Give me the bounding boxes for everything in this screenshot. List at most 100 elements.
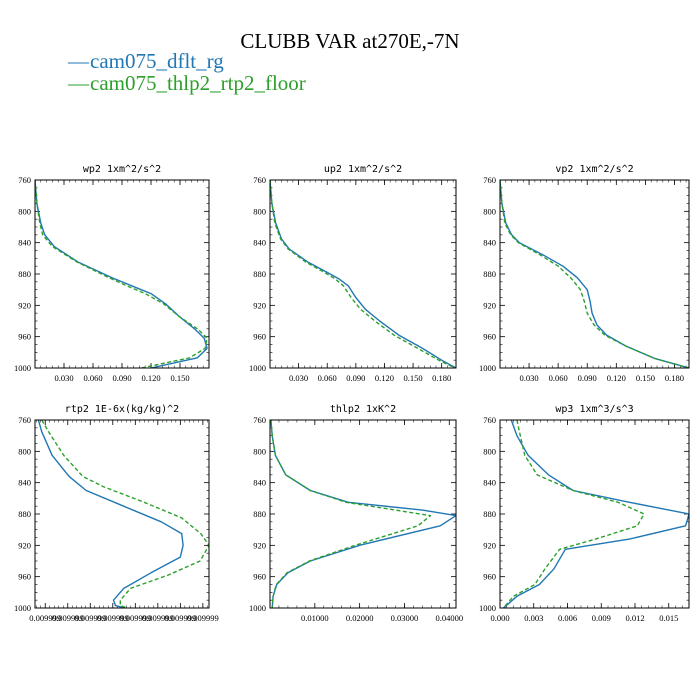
x-tick-label: 0.030 xyxy=(54,373,73,383)
series-line-dflt xyxy=(270,180,456,368)
y-tick-label: 1000 xyxy=(479,363,496,373)
x-tick-label: 0.03000 xyxy=(391,613,419,623)
y-tick-label: 840 xyxy=(483,478,496,488)
y-tick-label: 800 xyxy=(483,206,496,216)
y-tick-label: 920 xyxy=(18,540,31,550)
x-tick-label: 0.009999 xyxy=(142,613,174,623)
panel-title: wp3 1xm^3/s^3 xyxy=(555,404,633,415)
x-tick-label: 0.012 xyxy=(625,613,644,623)
series-line-dflt xyxy=(502,420,689,608)
x-tick-label: 0.009999 xyxy=(29,613,61,623)
y-tick-label: 1000 xyxy=(14,363,31,373)
series-line-floor xyxy=(500,180,689,368)
x-tick-label: 0.090 xyxy=(346,373,365,383)
x-tick-label: 0.009999 xyxy=(74,613,106,623)
y-tick-label: 960 xyxy=(18,332,31,342)
x-tick-label: 0.01000 xyxy=(301,613,329,623)
y-tick-label: 960 xyxy=(253,572,266,582)
chart-panel-4: rtp2 1E-6x(kg/kg)^2 760 800 840 880 920 960 100… xyxy=(14,404,219,623)
x-tick-label: 0.150 xyxy=(170,373,189,383)
series-line-floor xyxy=(270,420,432,608)
y-tick-label: 880 xyxy=(483,269,496,279)
y-tick-label: 1000 xyxy=(14,603,31,613)
chart-panel-6: wp3 1xm^3/s^3 760 800 840 880 920 960 10000.000… xyxy=(479,404,690,623)
y-tick-label: 840 xyxy=(253,238,266,248)
y-tick-label: 920 xyxy=(483,300,496,310)
y-tick-label: 760 xyxy=(483,415,496,425)
y-tick-label: 880 xyxy=(253,509,266,519)
y-tick-label: 960 xyxy=(18,572,31,582)
y-tick-label: 1000 xyxy=(249,603,266,613)
y-tick-label: 800 xyxy=(253,206,266,216)
x-tick-label: 0.090 xyxy=(112,373,131,383)
x-tick-label: 0.003 xyxy=(524,613,543,623)
plot-frame xyxy=(269,179,457,369)
x-tick-label: 0.120 xyxy=(607,373,626,383)
x-tick-label: 0.060 xyxy=(318,373,337,383)
plot-frame xyxy=(34,179,210,369)
x-tick-label: 0.180 xyxy=(665,373,684,383)
x-tick-label: 0.04000 xyxy=(435,613,463,623)
x-tick-label: 0.120 xyxy=(141,373,160,383)
y-tick-label: 920 xyxy=(253,300,266,310)
y-tick-label: 800 xyxy=(18,206,31,216)
x-tick-label: 0.030 xyxy=(289,373,308,383)
plot-frame xyxy=(269,419,457,609)
series-line-dflt xyxy=(37,420,184,608)
y-tick-label: 800 xyxy=(18,446,31,456)
y-tick-label: 760 xyxy=(483,175,496,185)
chart-panel-2: up2 1xm^2/s^2 760 800 840 880 920 960 1000 0.030… xyxy=(249,164,457,383)
y-tick-label: 800 xyxy=(483,446,496,456)
plot-frame xyxy=(499,419,690,609)
series-line-dflt xyxy=(270,420,456,608)
y-tick-label: 880 xyxy=(483,509,496,519)
x-tick-label: 0.009 xyxy=(592,613,611,623)
plot-frame xyxy=(34,419,210,609)
chart-panel-5: thlp2 1xK^2 760 800 840 880 920 960 1000 0.01000… xyxy=(249,404,463,623)
legend-marker-floor: — xyxy=(67,71,90,95)
x-tick-label: 0.006 xyxy=(558,613,577,623)
legend-label-dflt: cam075_dflt_rg xyxy=(90,49,224,73)
y-tick-label: 1000 xyxy=(479,603,496,613)
x-tick-label: 0.000 xyxy=(490,613,509,623)
panel-title: up2 1xm^2/s^2 xyxy=(324,164,402,175)
chart-panel-3: vp2 1xm^2/s^2 760 800 840 880 920 960 1000 0.030… xyxy=(479,164,690,383)
y-tick-label: 840 xyxy=(18,478,31,488)
y-tick-label: 960 xyxy=(483,572,496,582)
panel-title: vp2 1xm^2/s^2 xyxy=(555,164,633,175)
series-line-floor xyxy=(35,180,208,368)
x-tick-label: 0.150 xyxy=(404,373,423,383)
x-tick-label: 0.090 xyxy=(578,373,597,383)
y-tick-label: 760 xyxy=(18,415,31,425)
plot-frame xyxy=(499,179,690,369)
series-line-floor xyxy=(270,180,456,368)
x-tick-label: 0.150 xyxy=(636,373,655,383)
y-tick-label: 880 xyxy=(18,269,31,279)
y-tick-label: 920 xyxy=(18,300,31,310)
figure-title: CLUBB VAR at270E,-7N xyxy=(240,29,459,53)
series-line-floor xyxy=(41,420,209,608)
legend: — cam075_dflt_rg — cam075_thlp2_rtp2_flo… xyxy=(67,49,306,95)
x-tick-label: 0.015 xyxy=(659,613,678,623)
y-tick-label: 760 xyxy=(18,175,31,185)
panel-title: wp2 1xm^2/s^2 xyxy=(83,164,161,175)
panel-title: thlp2 1xK^2 xyxy=(330,404,396,415)
x-tick-label: 0.120 xyxy=(375,373,394,383)
x-tick-label: 0.009999 xyxy=(164,613,196,623)
y-tick-label: 920 xyxy=(253,540,266,550)
x-tick-label: 0.009999 xyxy=(97,613,129,623)
legend-marker-dflt: — xyxy=(67,49,90,73)
y-tick-label: 880 xyxy=(18,509,31,519)
y-tick-label: 1000 xyxy=(249,363,266,373)
panel-title: rtp2 1E-6x(kg/kg)^2 xyxy=(65,404,179,415)
y-tick-label: 880 xyxy=(253,269,266,279)
y-tick-label: 960 xyxy=(483,332,496,342)
x-tick-label: 0.060 xyxy=(549,373,568,383)
legend-label-floor: cam075_thlp2_rtp2_floor xyxy=(90,71,306,95)
x-tick-label: 0.009999 xyxy=(187,613,219,623)
y-tick-label: 840 xyxy=(483,238,496,248)
x-tick-label: 0.180 xyxy=(432,373,451,383)
x-tick-label: 0.009999 xyxy=(52,613,84,623)
y-tick-label: 760 xyxy=(253,415,266,425)
